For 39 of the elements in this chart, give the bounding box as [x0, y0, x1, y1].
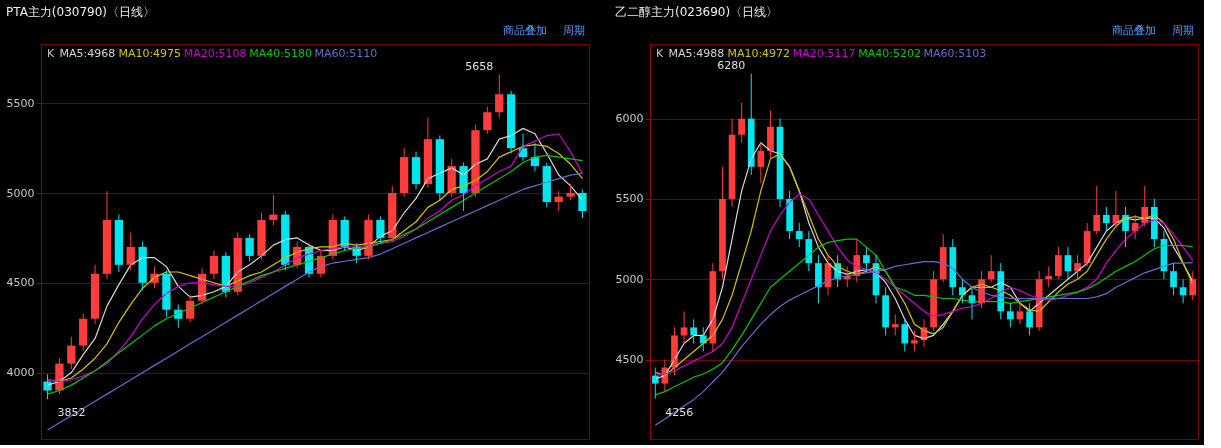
text: MA60:5110: [314, 47, 378, 60]
text: 商品叠加: [503, 24, 547, 37]
y-tick-label: 4500: [6, 276, 35, 290]
line-series: [46, 172, 584, 431]
candlestick: [376, 215, 385, 244]
annotation: 6280: [717, 58, 746, 72]
text: MA40:5202: [858, 47, 921, 60]
candlestick: [257, 212, 266, 260]
candlestick: [245, 233, 254, 262]
text: 周期: [1172, 24, 1194, 37]
y-tick-label: 5500: [6, 96, 35, 110]
y-tick-label: 4500: [615, 353, 644, 367]
y-tick-label: 5000: [615, 272, 644, 286]
text: MA10:4972: [727, 47, 791, 60]
y-tick-label: 6000: [615, 112, 644, 126]
legend-title: K: [656, 47, 664, 60]
text: MA20:5117: [792, 47, 856, 60]
text: 周期: [563, 24, 585, 37]
text: MA10:4975: [118, 47, 182, 60]
chart-title: 乙二醇主力(023690)〈日线〉: [615, 5, 779, 19]
candlestick: [162, 269, 171, 318]
text: 商品叠加: [1112, 24, 1156, 37]
candlestick: [566, 183, 575, 201]
text: MA5:4988: [668, 47, 725, 60]
y-tick-label: 5500: [615, 192, 644, 206]
annotation: 5658: [465, 59, 494, 73]
candlestick: [483, 106, 492, 135]
legend-title: K: [47, 47, 55, 60]
text: MA5:4968: [59, 47, 116, 60]
y-tick-label: 5000: [6, 186, 35, 200]
text: MA60:5103: [923, 47, 987, 60]
text: MA40:5180: [249, 47, 312, 60]
candlestick: [578, 188, 587, 219]
y-tick-label: 4000: [6, 366, 35, 380]
candlestick: [138, 241, 147, 291]
candlestick: [1055, 246, 1062, 280]
text: MA20:5108: [183, 47, 247, 60]
chart-title: PTA主力(030790)〈日线〉: [6, 5, 156, 19]
line-series: [654, 238, 1194, 396]
